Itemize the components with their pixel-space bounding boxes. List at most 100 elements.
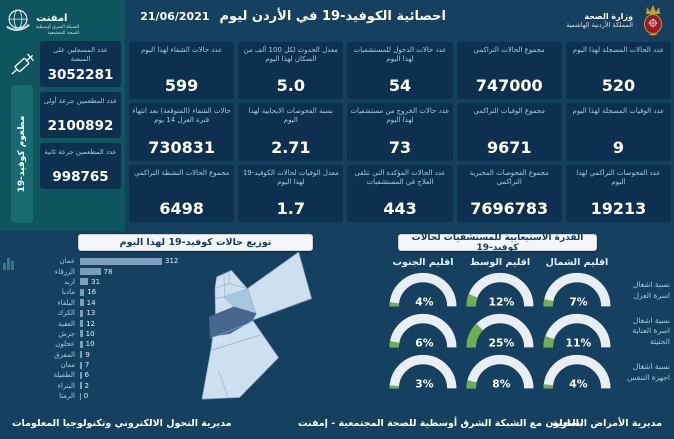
bar-label: البتراء [57,381,75,390]
gauge-value: 8% [492,378,511,391]
gauge-value: 11% [566,337,592,350]
stat-card-label: عدد حالات الشفاء لهذا اليوم [140,46,223,54]
gauge-value: 7% [569,296,588,309]
bar-value: 7 [84,361,90,370]
gauge-row-label: نسبة اشغال اسرة العزل [632,280,670,300]
bar-row: مادبا 16 [6,287,194,297]
bar-value: 6 [84,371,90,380]
vaccination-sidebar: امفنت الشبكة الشرق أوسطية للصحة المجتمعي… [0,0,125,231]
capacity-gauge: 25% [466,313,534,350]
bar [80,278,89,286]
stat-card: مجموع الحالات التراكمي 747000 [456,42,562,100]
bar-value: 0 [83,392,89,401]
page-title: احصائية الكوفيد-19 في الأردن ليوم 21/06/… [140,9,446,24]
vaccination-card-value: 3052281 [47,67,114,84]
bar-label: عمان [59,257,76,266]
stat-card-label: عدد الحالات المؤكدة التي تتلقى العلاج في… [354,168,446,186]
bar-label: اربد [64,277,75,286]
bar-value: 16 [87,288,97,297]
gauge-value: 6% [415,337,434,350]
vaccination-card-value: 998765 [52,169,109,186]
ministry-emblem-icon [644,5,662,36]
stat-card-value: 5.0 [276,76,305,96]
bar [80,340,83,348]
stat-card-label: مجموع الوفيات التراكمي [473,107,546,116]
capacity-gauge: 8% [466,354,534,391]
bar-label: الطفيلة [53,371,75,380]
region-header: اقليم الشمال [545,257,609,268]
vaccination-card-label: عدد المطعمين جرعة أولى [43,97,118,106]
stat-card: عدد حالات الشفاء لهذا اليوم 599 [129,42,235,100]
stat-card: مجموع الفحوصات المخبرية التراكمي 7696783 [456,164,562,222]
distribution-title: توزيع حالات كوفيد-19 لهذا اليوم [78,234,313,251]
bar-value: 78 [103,267,113,276]
stat-card: حالات الشفاء (المتوقعة) بعد انتهاء فترة … [129,103,235,161]
ministry-subtitle: المملكة الأردنية الهاشمية [566,20,633,29]
gauge-value: 12% [489,296,515,309]
gauge-row-label: نسبة اشغال اسرة العناية الحثيثة [632,315,670,346]
emphnet-logo: امفنت الشبكة الشرق أوسطية للصحة المجتمعي… [4,3,121,39]
bar-row: اربد 31 [6,277,194,287]
gauge-cell: 8% [462,353,538,392]
bar-row: جرش 10 [6,329,194,339]
bar-row: المفرق 9 [6,350,194,360]
emphnet-subtitle-2: للصحة المجتمعية [47,30,80,36]
stat-card-label: معدل الوفيات لحالات الكوفيد-19 لهذا اليو… [242,168,339,186]
stat-card-value: 19213 [590,198,647,218]
gauge-fill [466,313,534,348]
vaccination-card: عدد المسجلين على المنصة 3052281 [40,41,121,88]
stat-card: مجموع الحالات النشطة التراكمي 6498 [129,164,235,222]
capacity-title: القدرة الاستيعابية للمستشفيات لحالات كوف… [398,233,597,253]
bar [80,392,81,400]
capacity-gauge: 6% [389,313,457,350]
gauge-value: 4% [569,378,588,391]
stat-card-label: حالات الشفاء (المتوقعة) بعد انتهاء فترة … [132,107,231,125]
bar [80,351,83,359]
gauge-track [466,354,534,389]
stat-card-label: عدد حالات الخروج من مستشفيات لهذا اليوم [350,107,450,125]
stat-card-value: 9671 [486,137,532,157]
vaccination-card-label: عدد المسجلين على المنصة [53,46,108,64]
bar-value: 10 [85,329,95,338]
stat-card: معدل الوفيات لحالات الكوفيد-19 لهذا اليو… [238,164,344,222]
bar-value: 312 [165,257,179,266]
stat-card: مجموع الوفيات التراكمي 9671 [456,103,562,161]
vaccination-card: عدد المطعمين جرعة أولى 2100892 [40,92,121,139]
gauge-value: 4% [415,296,434,309]
bar-row: العقبة 12 [6,318,194,328]
gauge-cell: 25% [462,312,538,351]
stat-card-value: 2.71 [271,137,311,157]
syringe-icon [6,45,40,87]
region-header: اقليم الوسط [469,257,531,268]
gauge-track [389,313,457,348]
gauge-track [543,354,611,389]
gauge-cell: 6% [385,312,461,351]
map-region-amman [208,306,257,338]
capacity-gauge: 7% [543,272,611,309]
stat-card-label: نسبة الفحوصات الايجابية لهذا اليوم [248,107,334,125]
gauge-value: 25% [489,337,515,350]
bar [80,309,84,317]
stat-card-value: 6498 [159,198,204,218]
bar-label: مادبا [61,288,75,297]
capacity-gauge: 3% [389,354,457,391]
bar-value: 2 [84,381,89,390]
distribution-panel: توزيع حالات كوفيد-19 لهذا اليوم عمان 312 ا… [0,231,382,409]
footer-it-directorate: مديرية التحول الالكتروني وتكنولوجيا المع… [12,418,232,429]
stat-card-value: 747000 [475,76,543,96]
bar-label: الزرقاء [54,267,75,276]
stat-card-label: مجموع الفحوصات المخبرية التراكمي [469,168,549,186]
jordan-map [196,247,314,409]
bar-row: الكرك 13 [6,308,194,318]
stat-card-label: مجموع الحالات التراكمي [473,46,545,54]
bar-value: 13 [86,309,96,318]
globe-icon [6,9,30,31]
gauge-track [466,272,534,307]
bar-label: جرش [58,329,75,338]
bar [80,288,85,296]
bar-value: 9 [85,350,90,359]
bar-label: العقبة [58,319,75,328]
stat-card-value: 1.7 [276,198,305,218]
stat-card-value: 54 [388,76,412,96]
bar-label: معان [60,361,75,370]
